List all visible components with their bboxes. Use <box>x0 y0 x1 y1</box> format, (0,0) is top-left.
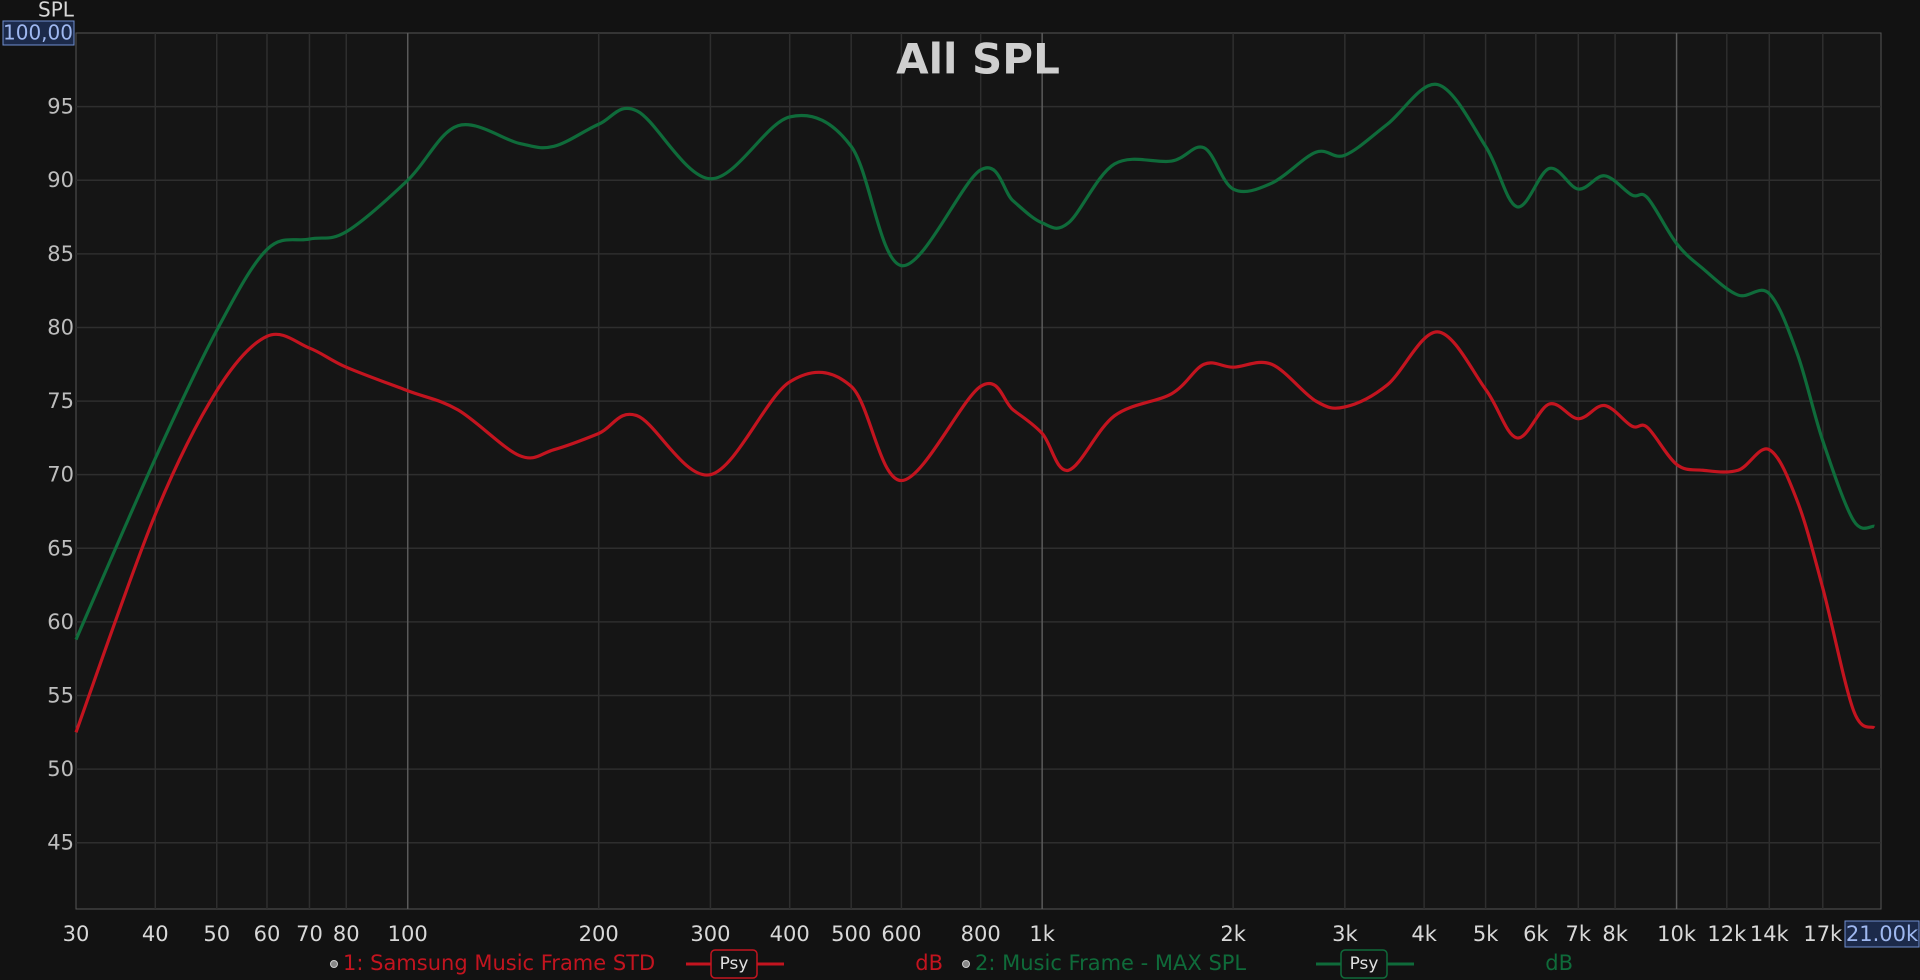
y-tick-label: 70 <box>47 463 74 487</box>
legend-label[interactable]: 2: Music Frame - MAX SPL <box>975 951 1246 975</box>
x-tick-label: 800 <box>961 922 1001 946</box>
legend-label[interactable]: 1: Samsung Music Frame STD <box>343 951 655 975</box>
chart-title: All SPL <box>896 35 1060 84</box>
x-tick-label: 7k <box>1566 922 1592 946</box>
series-line <box>74 82 1875 641</box>
x-tick-label: 600 <box>881 922 921 946</box>
smoothing-label[interactable]: Psy <box>720 954 749 974</box>
grid <box>76 33 1881 909</box>
x-tick-label: 14k <box>1750 922 1790 946</box>
smoothing-box[interactable] <box>710 949 758 979</box>
y-tick-label: 100,00 <box>3 21 73 45</box>
y-tick-label: 50 <box>47 757 74 781</box>
legend: 1: Samsung Music Frame STD Psy dB 2: Music … <box>330 949 1573 979</box>
unit-label[interactable]: dB <box>915 951 943 975</box>
x-tick-label: 1k <box>1029 922 1055 946</box>
y-tick-label: 60 <box>47 610 74 634</box>
x-tick-label: 60 <box>254 922 281 946</box>
y-tick-label: 85 <box>47 242 74 266</box>
x-tick-label: 30 <box>63 922 90 946</box>
y-tick-label: 95 <box>47 95 74 119</box>
x-tick-label: 6k <box>1523 922 1549 946</box>
smoothing-label[interactable]: Psy <box>1350 954 1379 974</box>
x-tick-label: 500 <box>831 922 871 946</box>
x-limit-box <box>1844 920 1920 948</box>
x-tick-label: 300 <box>690 922 730 946</box>
x-tick-label: 5k <box>1473 922 1499 946</box>
y-tick-label: 90 <box>47 168 74 192</box>
y-tick-label: 55 <box>47 684 74 708</box>
x-tick-label: 70 <box>296 922 323 946</box>
series-line <box>74 330 1876 733</box>
x-tick-label: 40 <box>142 922 169 946</box>
smoothing-box[interactable] <box>1340 949 1388 979</box>
plot-area <box>75 32 1882 910</box>
x-tick-label: 10k <box>1657 922 1697 946</box>
x-tick-label: 12k <box>1707 922 1747 946</box>
labels: 45 50 55 60 65 70 75 80 85 90 95 100,00 30 40 50 60 70 80… <box>2 20 1920 948</box>
y-tick-label: 65 <box>47 536 74 560</box>
x-tick-label: 8k <box>1602 922 1628 946</box>
x-tick-label: 4k <box>1411 922 1437 946</box>
y-axis-label: SPL <box>38 0 75 22</box>
y-tick-label: 75 <box>47 389 74 413</box>
y-tick-label: 45 <box>47 831 74 855</box>
y-limit-box <box>2 20 75 46</box>
x-tick-label: 17k <box>1803 922 1843 946</box>
x-tick-label: 200 <box>579 922 619 946</box>
x-tick-label: 21.00k <box>1846 922 1919 946</box>
legend-toggle[interactable] <box>330 960 338 968</box>
x-tick-label: 400 <box>770 922 810 946</box>
x-tick-label: 80 <box>333 922 360 946</box>
x-tick-label: 3k <box>1332 922 1358 946</box>
x-tick-label: 100 <box>388 922 428 946</box>
x-tick-label: 50 <box>203 922 230 946</box>
lines <box>74 82 1876 733</box>
y-tick-label: 80 <box>47 315 74 339</box>
legend-toggle[interactable] <box>962 960 970 968</box>
x-tick-label: 2k <box>1220 922 1246 946</box>
unit-label[interactable]: dB <box>1545 951 1573 975</box>
